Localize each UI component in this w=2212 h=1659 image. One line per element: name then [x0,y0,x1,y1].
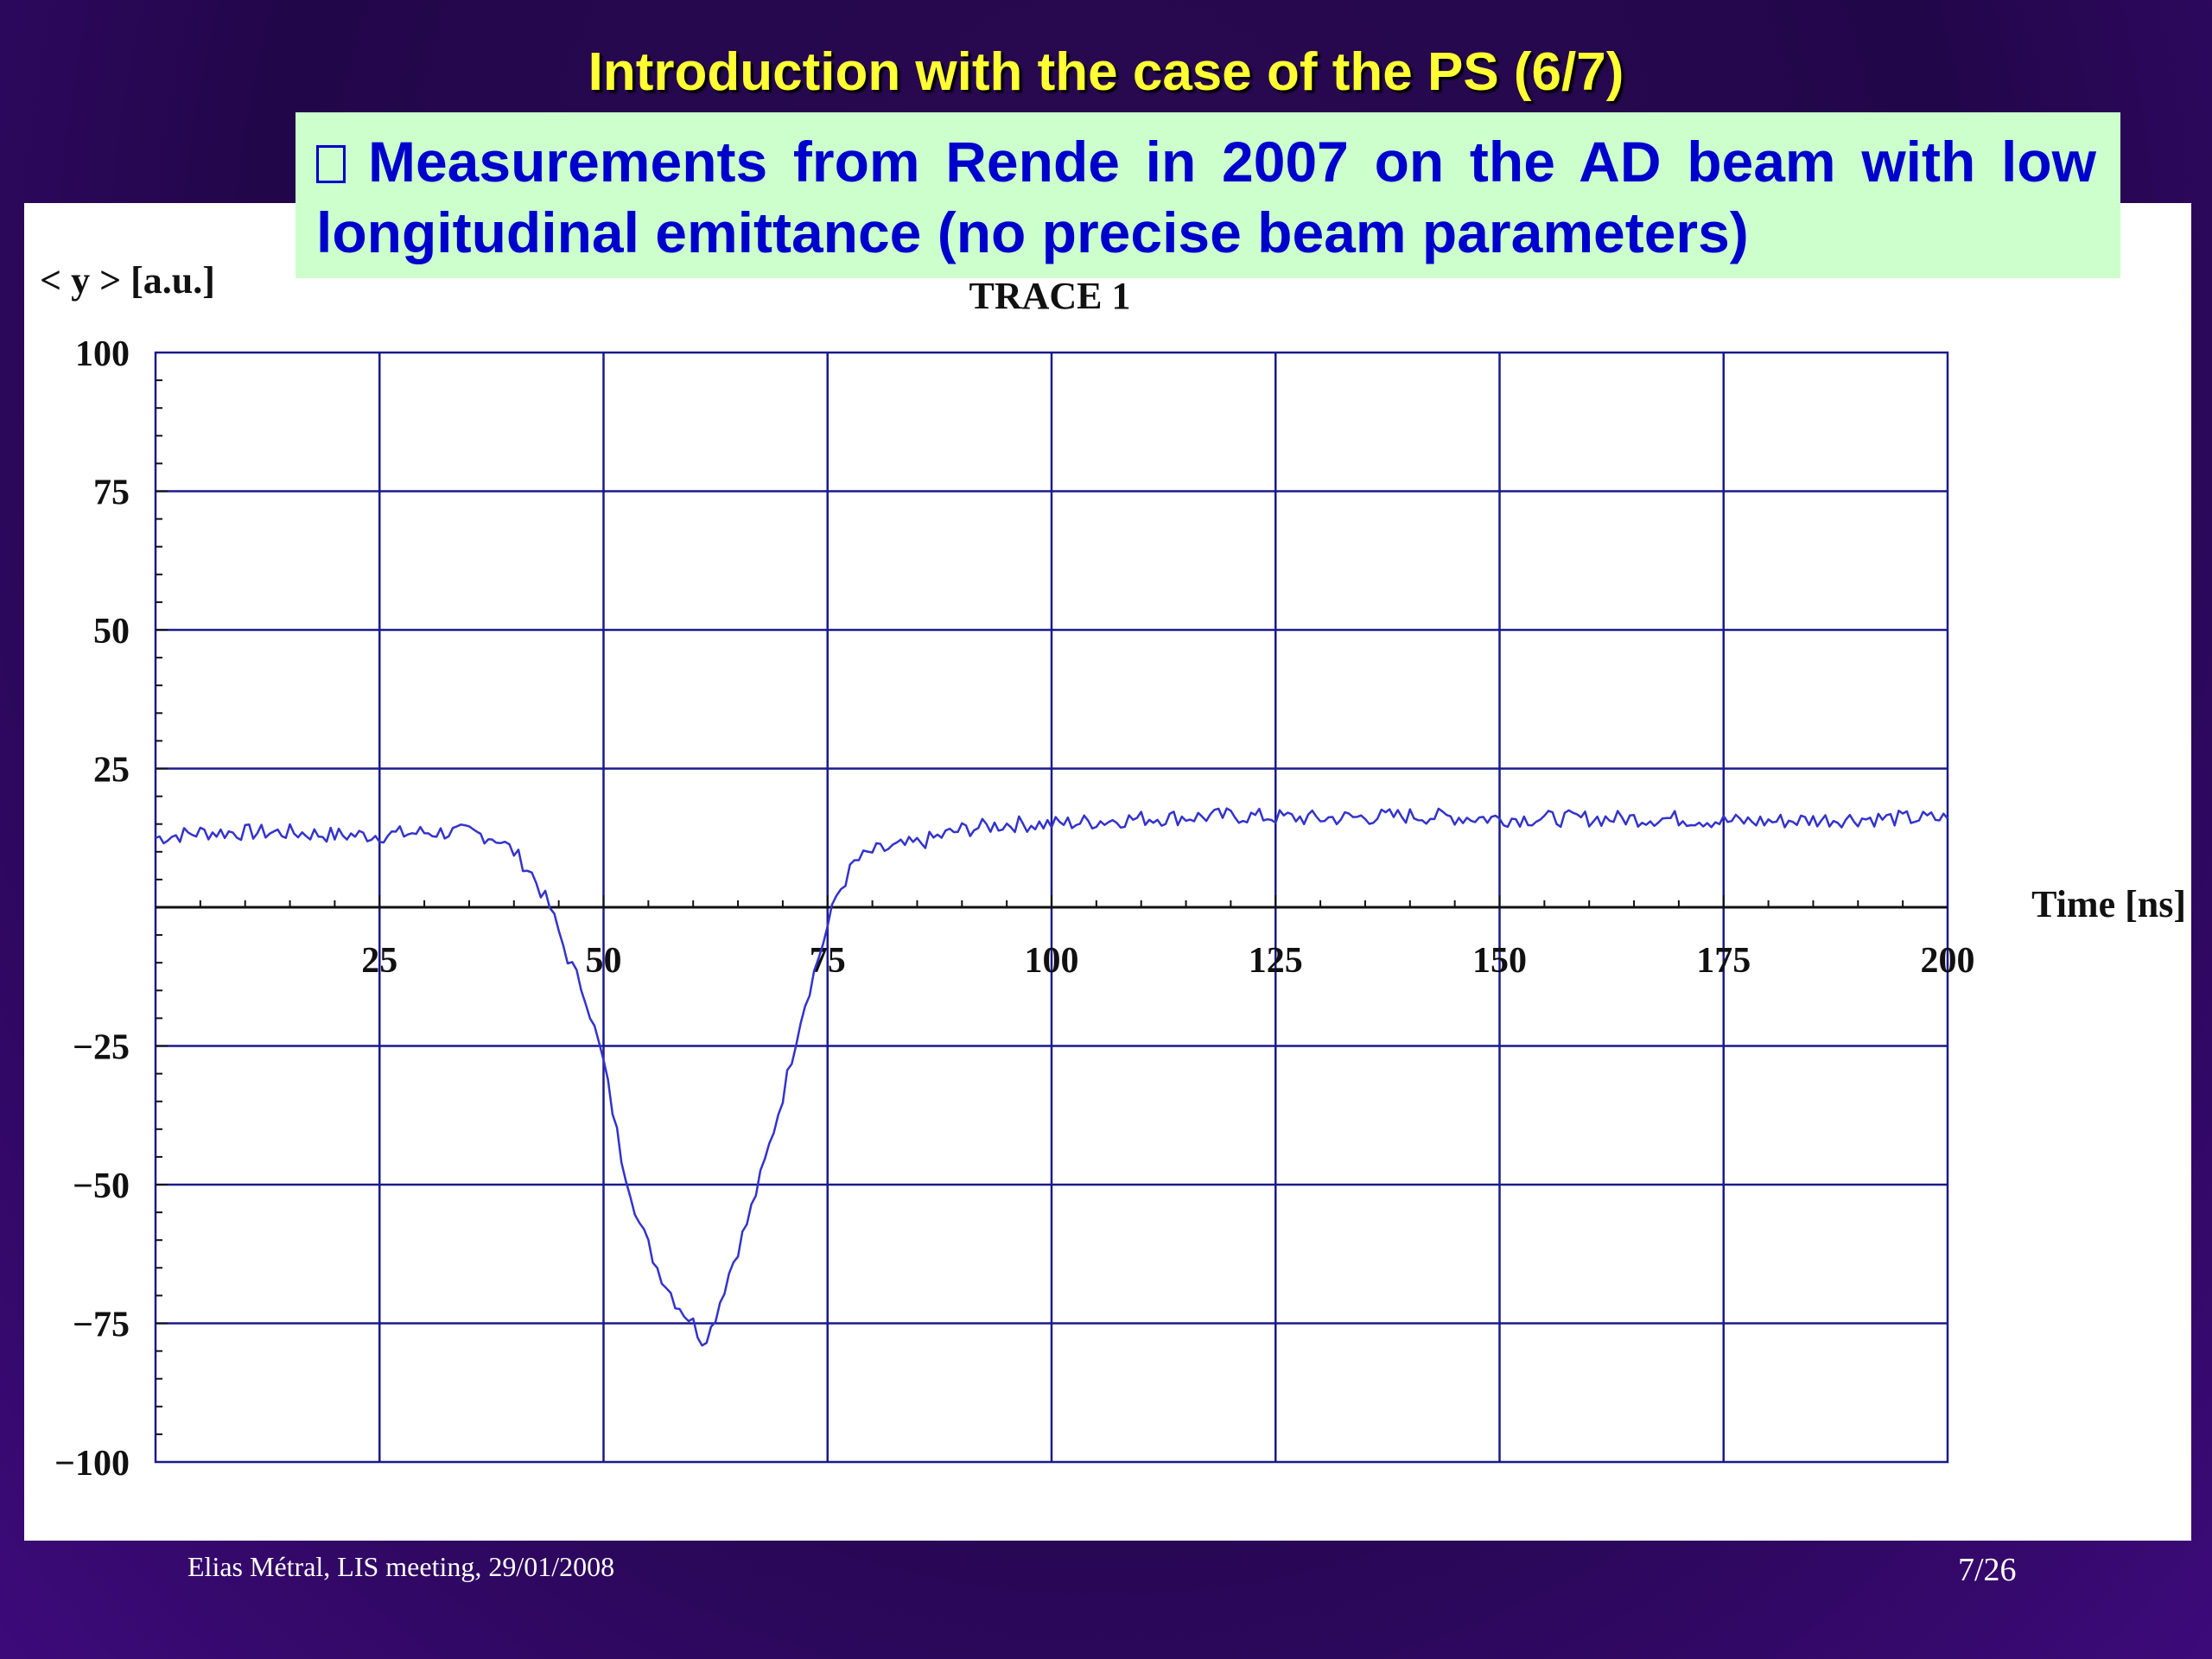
x-tick-label: 100 [1025,941,1079,981]
bullet-icon [316,145,346,183]
y-axis-label: < y > [a.u.] [40,259,215,302]
slide-title: Introduction with the case of the PS (6/… [588,42,1624,102]
y-tick-label: 100 [75,334,130,374]
callout-text: Measurements from Rende in 2007 on the A… [316,130,2096,264]
page-number: 7/26 [1958,1552,2017,1588]
plot-area: 25 50 75 100 125 150 175 200 100 75 50 25 −25 −50 −75 −… [24,203,2191,1541]
y-tick-label: −25 [73,1028,130,1068]
grid-lines [154,351,1949,1464]
x-tick-label: 150 [1472,941,1527,981]
x-tick-label: 200 [1921,941,1975,981]
x-tick-label: 125 [1249,941,1303,981]
y-tick-label: −50 [73,1166,130,1206]
y-tick-label: −75 [73,1306,130,1345]
x-tick-label: 175 [1696,941,1751,981]
y-tick-label: 25 [93,751,130,791]
x-tick-label: 75 [810,941,846,981]
tick-labels: 25 50 75 100 125 150 175 200 100 75 50 25 −25 −50 −75 −… [54,334,1974,1484]
footer-author: Elias Métral, LIS meeting, 29/01/2008 [188,1551,615,1582]
x-tick-label: 25 [361,941,397,981]
y-tick-label: −100 [54,1444,130,1484]
y-tick-label: 50 [93,612,130,652]
axes [156,379,1948,1435]
series [155,807,1948,1347]
x-axis-label: Time [ns] [2031,883,2186,925]
callout-box: Measurements from Rende in 2007 on the A… [296,112,2120,278]
chart-title: TRACE 1 [969,275,1130,317]
x-tick-label: 50 [586,941,622,981]
y-tick-label: 75 [93,474,130,513]
chart: 25 50 75 100 125 150 175 200 100 75 50 25 −25 −50 −75 −… [40,259,2186,1484]
trace-line [155,807,1948,1347]
